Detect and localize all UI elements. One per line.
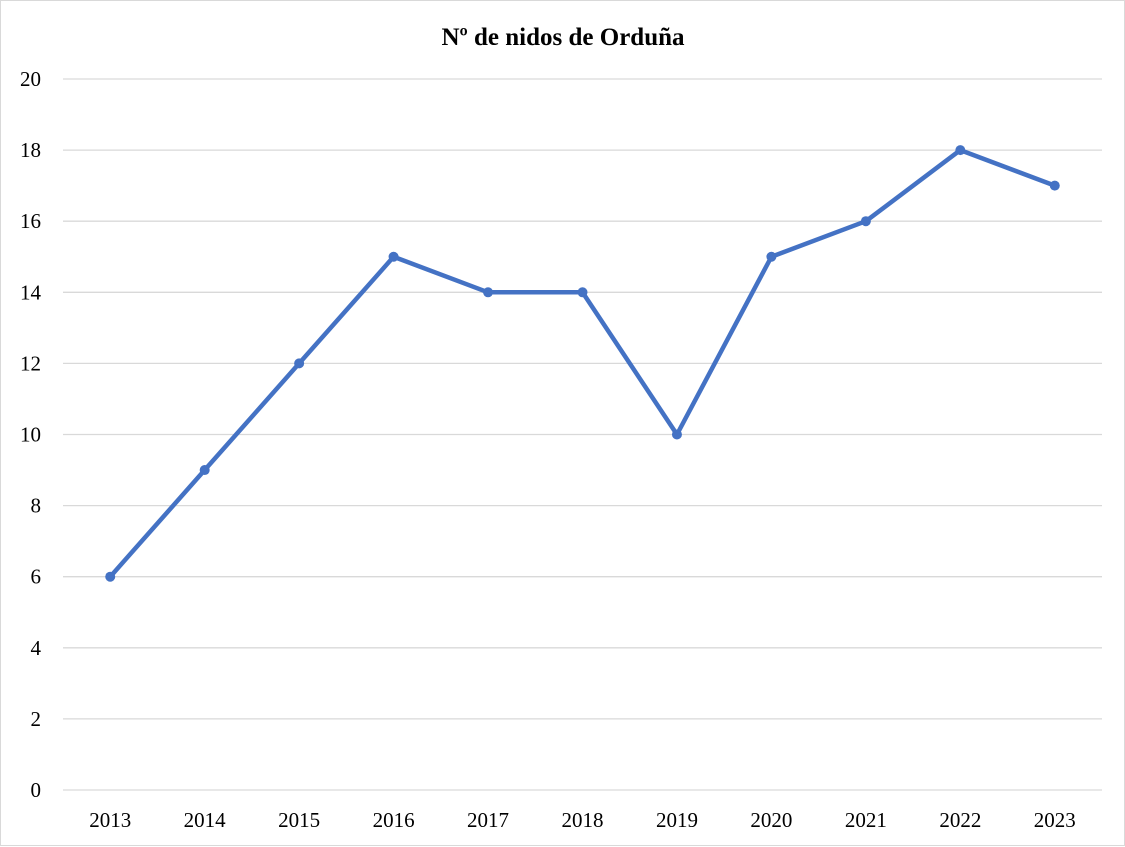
data-point	[671, 429, 682, 440]
data-point	[1049, 180, 1060, 191]
gridlines	[63, 78, 1102, 720]
data-series	[105, 145, 1060, 582]
data-point	[105, 571, 116, 582]
y-tick-label: 14	[20, 280, 42, 304]
data-point	[483, 287, 494, 298]
data-point	[388, 251, 399, 262]
y-tick-label: 18	[20, 138, 41, 162]
x-axis-tick-labels: 2013 2014 2015 2016 2017 2018 2019 2020 2021 2022…	[89, 808, 1076, 832]
y-tick-label: 0	[31, 778, 42, 802]
data-point	[955, 145, 966, 156]
y-axis-tick-labels: 0 2 4 6 8 10 12 14 16 18 20	[20, 67, 42, 802]
y-tick-label: 20	[20, 67, 41, 91]
x-tick-label: 2023	[1034, 808, 1076, 832]
data-point	[577, 287, 588, 298]
data-point	[766, 251, 777, 262]
x-tick-label: 2016	[373, 808, 415, 832]
data-point	[860, 216, 871, 227]
y-tick-label: 6	[31, 565, 42, 589]
y-tick-label: 4	[31, 636, 42, 660]
y-tick-label: 2	[31, 707, 42, 731]
x-tick-label: 2022	[939, 808, 981, 832]
data-point	[294, 358, 305, 369]
x-tick-label: 2019	[656, 808, 698, 832]
data-point	[199, 465, 210, 476]
y-tick-label: 12	[20, 351, 41, 375]
x-tick-label: 2013	[89, 808, 131, 832]
x-tick-label: 2015	[278, 808, 320, 832]
x-tick-label: 2020	[750, 808, 792, 832]
x-tick-label: 2018	[562, 808, 604, 832]
x-tick-label: 2017	[467, 808, 509, 832]
x-tick-label: 2014	[184, 808, 227, 832]
y-tick-label: 10	[20, 423, 41, 447]
chart-title: Nº de nidos de Orduña	[441, 24, 685, 51]
x-tick-label: 2021	[845, 808, 887, 832]
y-tick-label: 16	[20, 209, 41, 233]
y-tick-label: 8	[31, 494, 42, 518]
